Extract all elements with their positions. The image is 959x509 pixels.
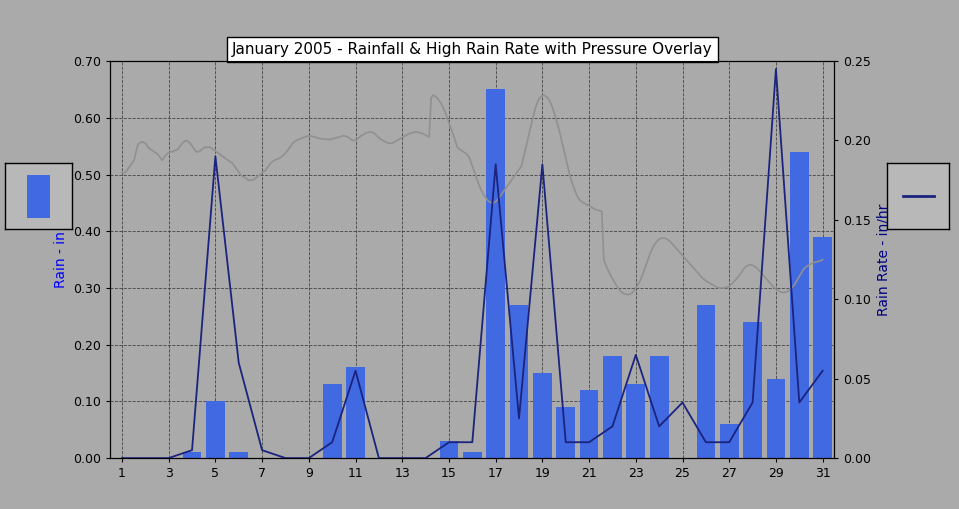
Bar — [229, 453, 248, 458]
Title: January 2005 - Rainfall & High Rain Rate with Pressure Overlay: January 2005 - Rainfall & High Rain Rate… — [232, 42, 713, 57]
Bar — [27, 175, 50, 218]
Bar — [509, 305, 528, 458]
Bar — [626, 384, 645, 458]
Bar — [743, 322, 762, 458]
Bar — [720, 424, 738, 458]
Bar — [766, 379, 785, 458]
Bar — [790, 152, 808, 458]
Bar — [439, 441, 458, 458]
Bar — [603, 356, 621, 458]
Bar — [486, 90, 505, 458]
Bar — [580, 390, 598, 458]
Bar — [463, 453, 481, 458]
Bar — [650, 356, 668, 458]
Bar — [556, 407, 575, 458]
Bar — [206, 402, 224, 458]
Bar — [182, 453, 201, 458]
Bar — [346, 367, 364, 458]
Bar — [813, 237, 832, 458]
Y-axis label: Rain Rate - in/hr: Rain Rate - in/hr — [877, 204, 891, 316]
Bar — [533, 373, 551, 458]
Y-axis label: Rain - in: Rain - in — [54, 231, 68, 288]
Bar — [696, 305, 715, 458]
Bar — [323, 384, 341, 458]
